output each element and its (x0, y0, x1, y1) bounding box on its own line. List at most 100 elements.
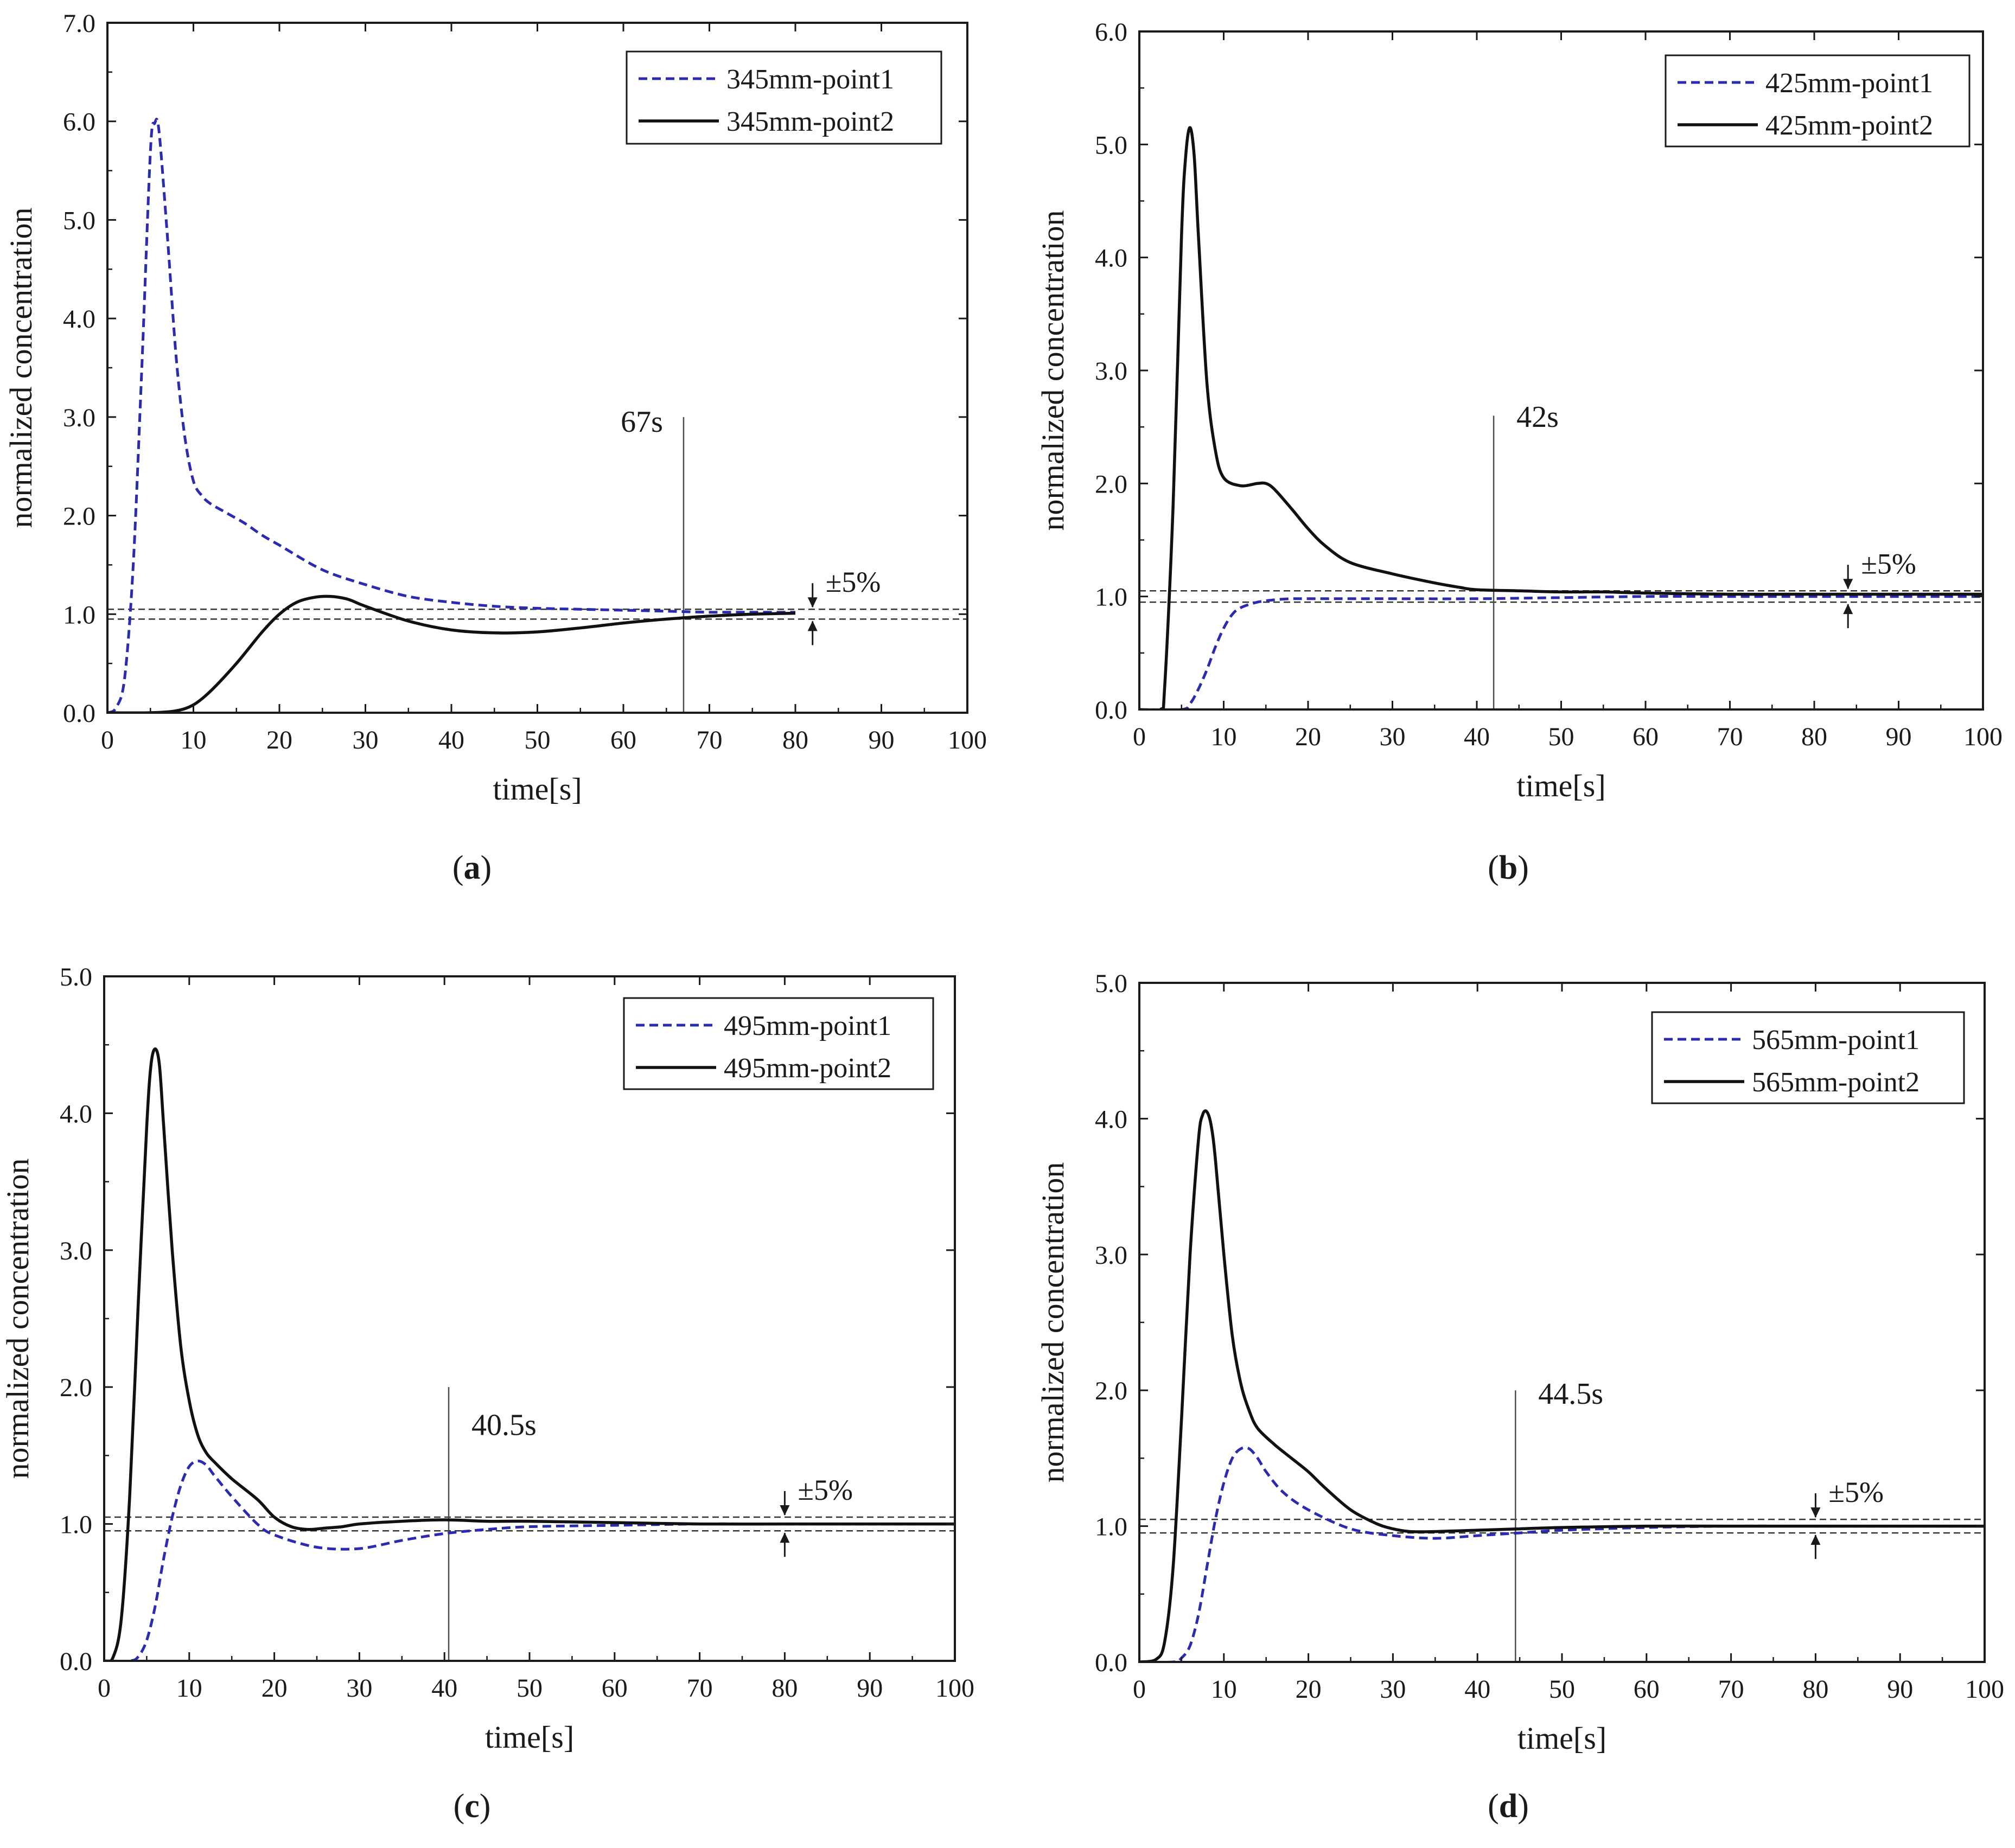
band-arrow-up-icon (1843, 604, 1853, 615)
y-tick-label: 6.0 (63, 108, 95, 137)
band-arrow-down-icon (1843, 579, 1853, 590)
x-tick-label: 50 (1549, 1675, 1575, 1704)
y-tick-label: 6.0 (1095, 18, 1127, 47)
settling-time-label: 42s (1516, 400, 1559, 434)
y-axis-label: normalized concentration (1035, 210, 1070, 530)
band-arrow-up-icon (807, 621, 818, 631)
y-tick-label: 0.0 (63, 699, 95, 728)
x-tick-label: 90 (869, 726, 895, 754)
series-line-2 (107, 594, 796, 713)
x-tick-label: 50 (525, 726, 551, 754)
y-tick-label: 0.0 (60, 1647, 92, 1676)
x-tick-label: 80 (782, 726, 808, 754)
x-tick-label: 90 (1887, 1675, 1913, 1704)
band-label: ±5% (826, 566, 881, 598)
x-tick-label: 40 (1464, 722, 1490, 751)
y-tick-label: 3.0 (63, 404, 95, 432)
x-tick-label: 70 (697, 726, 723, 754)
y-tick-label: 2.0 (60, 1373, 92, 1402)
series-line-2 (1139, 126, 1983, 709)
x-tick-label: 10 (181, 726, 207, 754)
x-tick-label: 60 (602, 1674, 628, 1703)
x-tick-label: 80 (1801, 722, 1827, 751)
x-tick-label: 60 (610, 726, 636, 754)
band-label: ±5% (798, 1474, 853, 1506)
legend-box (1651, 1011, 1965, 1104)
band-label: ±5% (1828, 1476, 1884, 1508)
series-line-2 (1139, 1109, 1985, 1662)
y-tick-label: 7.0 (63, 9, 95, 38)
x-tick-label: 90 (857, 1674, 883, 1703)
y-tick-label: 5.0 (1095, 131, 1127, 159)
y-tick-label: 3.0 (1095, 357, 1127, 386)
settling-time-label: 40.5s (471, 1409, 537, 1442)
series-line-2 (104, 1047, 955, 1661)
y-tick-label: 1.0 (1095, 583, 1127, 612)
chart-panel-a: 67s ±5% 0 10 20 30 40 50 60 70 80 90 100 0.0 1.0 2.0 3.0… (3, 9, 987, 886)
x-axis-label: time[s] (485, 1719, 574, 1755)
y-tick-label: 5.0 (60, 963, 92, 992)
x-tick-label: 30 (1380, 1675, 1406, 1704)
y-tick-label: 0.0 (1095, 696, 1127, 725)
y-tick-label: 4.0 (1095, 244, 1127, 273)
chart-panel-d: 44.5s ±5% 0 10 20 30 40 50 60 70 80 90 100 0.0 1.0 2.0 3… (1035, 969, 2004, 1825)
x-tick-label: 70 (687, 1674, 713, 1703)
x-tick-label: 0 (101, 726, 114, 754)
legend-box (623, 997, 934, 1090)
x-tick-label: 100 (935, 1674, 974, 1703)
band-arrow-up-icon (780, 1532, 790, 1543)
y-tick-label: 4.0 (60, 1099, 92, 1128)
x-axis-label: time[s] (1516, 768, 1605, 803)
legend-label-1: 565mm-point1 (1752, 1025, 1920, 1056)
y-tick-label: 1.0 (63, 600, 95, 629)
panel-label: (a) (452, 849, 492, 886)
x-tick-label: 0 (1133, 1675, 1146, 1704)
legend-label-1: 495mm-point1 (724, 1011, 891, 1041)
y-tick-label: 4.0 (1095, 1105, 1127, 1134)
x-tick-label: 100 (1965, 1675, 2004, 1704)
x-tick-label: 50 (1548, 722, 1574, 751)
legend-label-2: 425mm-point2 (1765, 110, 1933, 141)
series-line-1 (107, 118, 795, 713)
legend-box (626, 50, 942, 145)
x-tick-label: 20 (1296, 1675, 1322, 1704)
band-arrow-up-icon (1810, 1534, 1821, 1545)
y-axis-label: normalized concentration (3, 207, 39, 528)
x-tick-label: 80 (1802, 1675, 1828, 1704)
series-line-1 (1139, 595, 1983, 709)
settling-time-label: 67s (621, 405, 663, 439)
x-tick-label: 100 (1963, 722, 2003, 751)
y-tick-label: 5.0 (1095, 969, 1127, 998)
settling-time-label: 44.5s (1538, 1377, 1603, 1411)
band-arrow-down-icon (807, 597, 818, 608)
chart-panel-c: 40.5s ±5% 0 10 20 30 40 50 60 70 80 90 100 0.0 1.0 2.0 3… (0, 963, 974, 1825)
x-tick-label: 20 (1295, 722, 1321, 751)
y-tick-label: 4.0 (63, 305, 95, 334)
legend-label-2: 345mm-point2 (726, 106, 894, 137)
x-tick-label: 90 (1886, 722, 1912, 751)
x-tick-label: 30 (1380, 722, 1406, 751)
x-tick-label: 40 (1464, 1675, 1490, 1704)
y-axis-label: normalized concentration (1035, 1162, 1070, 1482)
y-tick-label: 1.0 (1095, 1513, 1127, 1542)
y-tick-label: 3.0 (1095, 1241, 1127, 1270)
x-axis-label: time[s] (1517, 1721, 1606, 1756)
y-tick-label: 0.0 (1095, 1648, 1127, 1677)
x-tick-label: 60 (1634, 1675, 1660, 1704)
x-axis-label: time[s] (493, 771, 582, 807)
legend-label-1: 345mm-point1 (726, 64, 894, 95)
y-tick-label: 5.0 (63, 206, 95, 235)
legend-label-2: 565mm-point2 (1752, 1067, 1920, 1098)
band-label: ±5% (1861, 547, 1916, 580)
legend-box (1665, 54, 1971, 148)
x-tick-label: 100 (948, 726, 987, 754)
x-tick-label: 30 (353, 726, 379, 754)
x-tick-label: 60 (1633, 722, 1659, 751)
x-tick-label: 80 (771, 1674, 798, 1703)
y-axis-label: normalized concentration (0, 1158, 35, 1479)
x-tick-label: 40 (431, 1674, 457, 1703)
x-tick-label: 0 (1133, 722, 1146, 751)
y-tick-label: 1.0 (60, 1511, 92, 1539)
